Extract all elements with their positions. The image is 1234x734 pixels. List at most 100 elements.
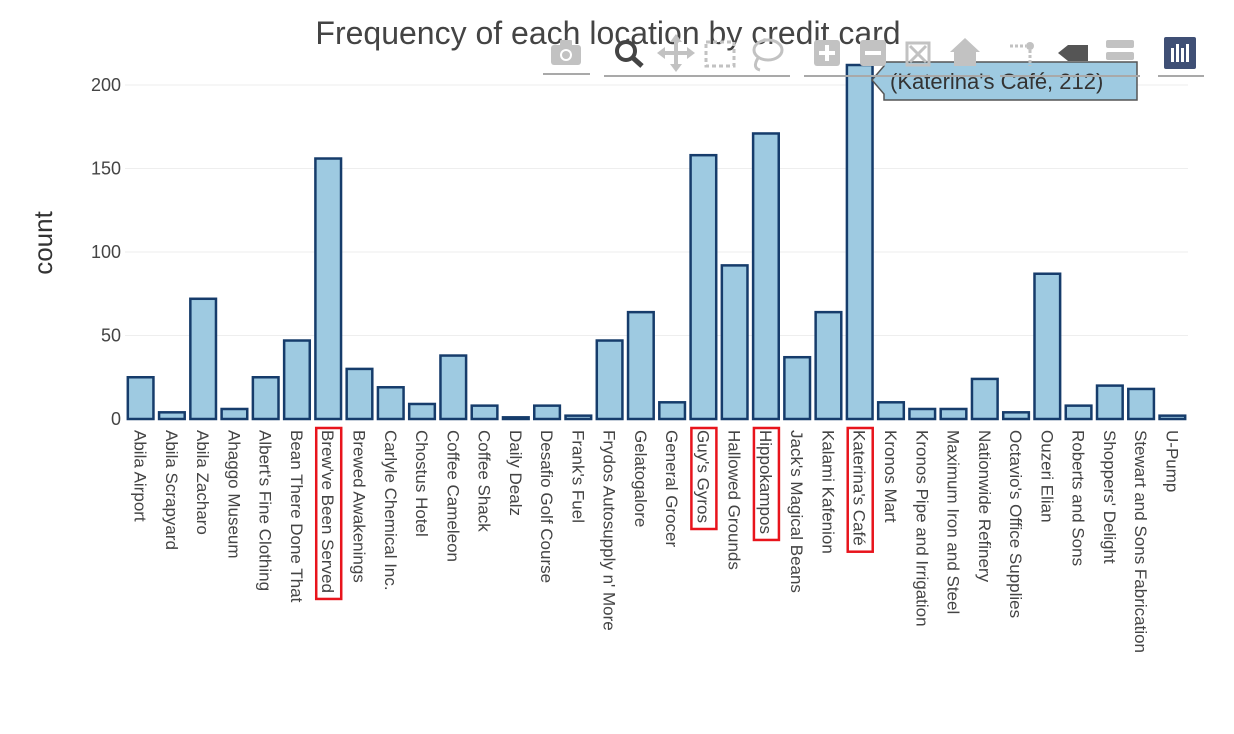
bar[interactable] [470,404,499,421]
y-tick-label: 0 [111,409,121,429]
x-tick-label: Frank's Fuel [568,430,587,523]
bar[interactable] [1064,404,1093,421]
pan-icon[interactable] [657,34,695,72]
x-tick-label: Ahaggo Museum [224,430,243,559]
y-tick-label: 100 [91,242,121,262]
x-tick-label: Carlyle Chemical Inc. [381,430,400,591]
x-tick-label: Stewart and Sons Fabrication [1131,430,1150,653]
x-tick-label: U-Pump [1162,430,1181,492]
x-tick-label: Hallowed Grounds [725,430,744,570]
plotly-logo-icon[interactable] [1164,37,1196,69]
x-tick-label: Katerina's Café [850,430,869,546]
highlight-box [314,426,343,601]
bar[interactable] [189,297,218,421]
bar[interactable] [720,264,749,421]
y-axis-ticks: 0 50 100 150 200 [91,75,121,429]
bar[interactable] [658,401,687,421]
x-tick-label: Daily Dealz [506,430,525,516]
x-tick-label: Abila Scrapyard [162,430,181,550]
hover-compare-icon[interactable] [1106,40,1134,60]
x-tick-label: Maximum Iron and Steel [944,430,963,614]
bar[interactable] [345,367,374,421]
x-tick-label: Kronos Pipe and Irrigation [912,430,931,627]
bar[interactable] [376,386,405,421]
bar[interactable] [314,157,343,421]
bar[interactable] [533,404,562,421]
bar[interactable] [157,411,186,421]
x-tick-label: Ouzeri Elian [1037,430,1056,523]
bar[interactable] [814,310,843,421]
y-axis-label: count [28,210,58,274]
lasso-select-icon[interactable] [752,38,784,72]
spike-lines-icon[interactable] [1010,42,1034,66]
modebar [543,34,1204,77]
tooltip-text: (Katerina's Café, 212) [890,69,1103,94]
highlight-box [752,426,781,542]
x-tick-label: Jack's Magical Beans [787,430,806,593]
x-tick-label: Roberts and Sons [1069,430,1088,566]
gridlines [125,84,1188,337]
zoom-out-icon[interactable] [860,40,886,66]
x-tick-label: Abila Airport [131,430,150,522]
x-tick-label: General Grocer [662,430,681,547]
chart-title: Frequency of each location by credit car… [315,15,900,51]
x-tick-label: Brewed Awakenings [349,430,368,583]
bars [126,63,1187,421]
bar[interactable] [751,132,780,421]
hover-closest-icon[interactable] [1058,45,1088,61]
x-tick-label: Albert's Fine Clothing [256,430,275,591]
bar[interactable] [970,377,999,421]
x-tick-label: Bean There Done That [287,430,306,603]
x-tick-label: Abila Zacharo [193,430,212,535]
x-tick-label: Desafio Golf Course [537,430,556,583]
camera-icon[interactable] [551,40,581,65]
bar[interactable] [626,310,655,421]
x-tick-label: Coffee Shack [475,430,494,532]
y-tick-label: 50 [101,326,121,346]
bar[interactable] [564,414,593,421]
x-tick-label: Kronos Mart [881,430,900,523]
bar[interactable] [1001,411,1031,421]
x-tick-label: Frydos Autosupply n' More [600,430,619,631]
bar[interactable] [407,402,437,421]
bar[interactable] [126,376,155,421]
highlight-box [690,426,718,531]
zoom-in-icon[interactable] [814,40,840,66]
bar[interactable] [876,401,906,421]
bar[interactable] [595,339,624,421]
x-tick-label: Chostus Hotel [412,430,431,537]
highlight-boxes [314,426,874,601]
zoom-icon[interactable] [615,40,644,68]
bar[interactable] [939,407,968,421]
bar[interactable] [1158,414,1187,421]
reset-axes-icon[interactable] [950,38,980,66]
x-tick-label: Octavio's Office Supplies [1006,430,1025,618]
bar[interactable] [501,416,530,421]
x-tick-label: Guy's Gyros [693,430,712,523]
autoscale-icon[interactable] [905,41,931,67]
x-tick-label: Hippokampos [756,430,775,534]
bar[interactable] [908,407,937,421]
bar[interactable] [1033,272,1062,421]
bar[interactable] [439,354,468,421]
x-tick-label: Shoppers' Delight [1100,430,1119,564]
x-tick-label: Brew've Been Served [318,430,337,593]
bar[interactable] [689,153,718,421]
hover-tooltip: (Katerina's Café, 212) [871,61,1138,101]
bar[interactable] [1127,387,1156,421]
x-tick-label: Nationwide Refinery [975,430,994,583]
x-tick-label: Coffee Cameleon [443,430,462,562]
x-tick-label: Gelatogalore [631,430,650,527]
y-tick-label: 150 [91,159,121,179]
bar[interactable] [845,63,874,421]
bar[interactable] [1095,384,1124,421]
bar[interactable] [220,407,249,421]
bar[interactable] [282,339,312,421]
highlight-box [846,426,874,553]
x-tick-label: Kalami Kafenion [818,430,837,554]
bar[interactable] [783,355,812,421]
bar[interactable] [251,376,280,421]
y-tick-label: 200 [91,75,121,95]
box-select-icon[interactable] [704,40,736,68]
